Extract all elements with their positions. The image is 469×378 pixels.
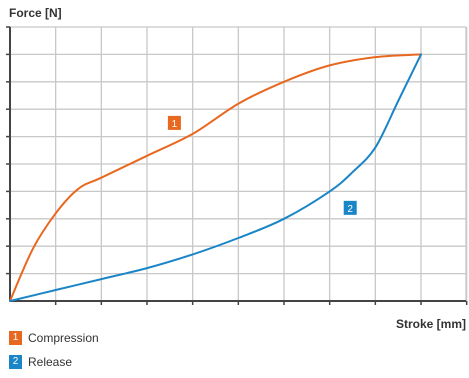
legend: 1 Compression 2 Release bbox=[9, 330, 99, 378]
series-badge-label-compression: 1 bbox=[172, 119, 178, 130]
legend-label-release: Release bbox=[28, 355, 73, 369]
series-line-compression bbox=[9, 53, 422, 302]
series-badge-release bbox=[343, 200, 357, 215]
axes bbox=[6, 26, 468, 305]
series-annotations: 12 bbox=[167, 115, 357, 215]
series-badge-label-release: 2 bbox=[347, 204, 353, 215]
series-line-release bbox=[9, 53, 422, 302]
x-axis-title: Stroke [mm] bbox=[396, 317, 466, 331]
legend-item-release: 2 Release bbox=[9, 354, 99, 370]
series-badge-compression bbox=[167, 115, 181, 130]
legend-label-compression: Compression bbox=[28, 331, 99, 345]
y-axis-title: Force [N] bbox=[9, 6, 62, 20]
series-lines bbox=[9, 53, 422, 302]
legend-badge-release: 2 bbox=[9, 355, 22, 369]
legend-badge-compression: 1 bbox=[9, 331, 22, 345]
grid bbox=[10, 26, 468, 301]
legend-item-compression: 1 Compression bbox=[9, 330, 99, 346]
